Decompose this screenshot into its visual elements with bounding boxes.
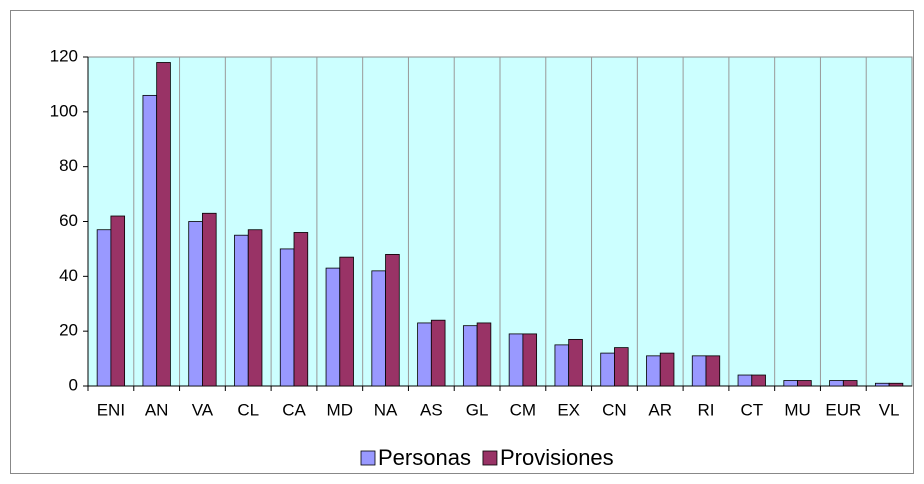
bar — [476, 322, 492, 387]
x-tick-label: NA — [374, 400, 398, 419]
x-tick-label: CN — [602, 400, 627, 419]
bar — [417, 322, 432, 387]
bar — [339, 256, 354, 387]
bar — [783, 380, 798, 387]
x-tick-label: AN — [145, 400, 169, 419]
bar — [751, 374, 766, 387]
bar — [385, 253, 400, 387]
x-tick-label: VL — [879, 400, 900, 419]
bar — [325, 267, 341, 387]
bar — [142, 94, 158, 387]
bar — [797, 380, 812, 387]
bar — [430, 319, 446, 387]
bar — [156, 62, 171, 387]
bar — [614, 347, 629, 387]
x-tick-label: ENI — [97, 400, 125, 419]
bar — [829, 380, 844, 387]
bar — [522, 333, 538, 387]
x-tick-label: AR — [648, 400, 672, 419]
bar — [202, 212, 217, 387]
y-tick-label: 60 — [59, 211, 78, 230]
legend-swatch — [360, 450, 376, 466]
x-tick-label: MD — [327, 400, 353, 419]
bar — [600, 352, 615, 387]
x-tick-label: CA — [282, 400, 306, 419]
bar — [646, 355, 661, 387]
x-tick-label: MU — [784, 400, 810, 419]
x-tick-label: EX — [557, 400, 580, 419]
y-tick-label: 20 — [59, 321, 78, 340]
x-tick-label: GL — [466, 400, 489, 419]
bar — [888, 382, 904, 387]
x-tick-label: CT — [740, 400, 763, 419]
bar — [705, 355, 721, 387]
y-tick-label: 40 — [59, 266, 78, 285]
bar — [508, 333, 524, 387]
y-tick-label: 80 — [59, 156, 78, 175]
bar — [247, 229, 263, 387]
x-tick-label: AS — [420, 400, 443, 419]
bar — [462, 325, 478, 387]
y-tick-label: 100 — [50, 101, 78, 120]
legend-label: Provisiones — [500, 445, 614, 470]
x-tick-label: RI — [698, 400, 715, 419]
bar — [293, 232, 309, 387]
legend-swatch — [482, 450, 498, 466]
bar — [874, 382, 890, 387]
bar — [371, 270, 386, 387]
x-tick-label: CM — [510, 400, 536, 419]
bar — [568, 338, 583, 387]
x-tick-label: CL — [237, 400, 259, 419]
bar — [691, 355, 707, 387]
bar — [188, 221, 203, 387]
bar — [842, 380, 858, 387]
bar — [737, 374, 753, 387]
bar — [659, 352, 675, 387]
bar — [554, 344, 570, 387]
y-tick-label: 0 — [69, 375, 78, 394]
x-tick-label: EUR — [825, 400, 861, 419]
legend-label: Personas — [378, 445, 471, 470]
bar — [110, 215, 126, 387]
x-tick-label: VA — [192, 400, 214, 419]
y-tick-label: 120 — [50, 46, 78, 65]
bar — [96, 229, 112, 387]
bar — [279, 248, 295, 387]
bar — [234, 234, 249, 387]
